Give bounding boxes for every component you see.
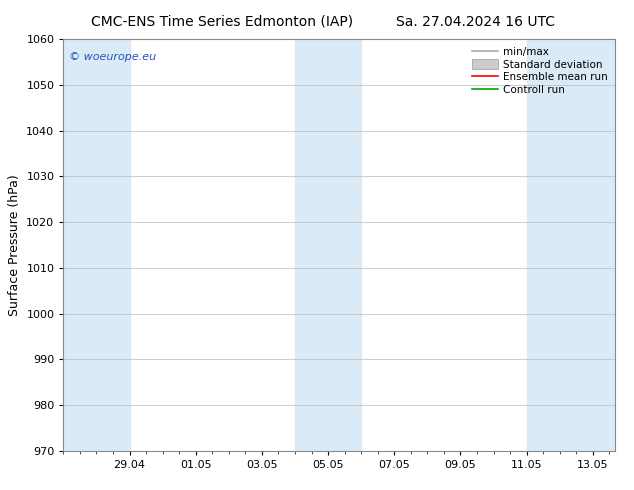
Text: © woeurope.eu: © woeurope.eu: [69, 51, 156, 62]
Text: CMC-ENS Time Series Edmonton (IAP): CMC-ENS Time Series Edmonton (IAP): [91, 15, 353, 29]
Bar: [527, 39, 615, 451]
Y-axis label: Surface Pressure (hPa): Surface Pressure (hPa): [8, 174, 21, 316]
Text: Sa. 27.04.2024 16 UTC: Sa. 27.04.2024 16 UTC: [396, 15, 555, 29]
Legend: min/max, Standard deviation, Ensemble mean run, Controll run: min/max, Standard deviation, Ensemble me…: [470, 45, 610, 98]
Bar: [295, 39, 361, 451]
Bar: [63, 39, 129, 451]
